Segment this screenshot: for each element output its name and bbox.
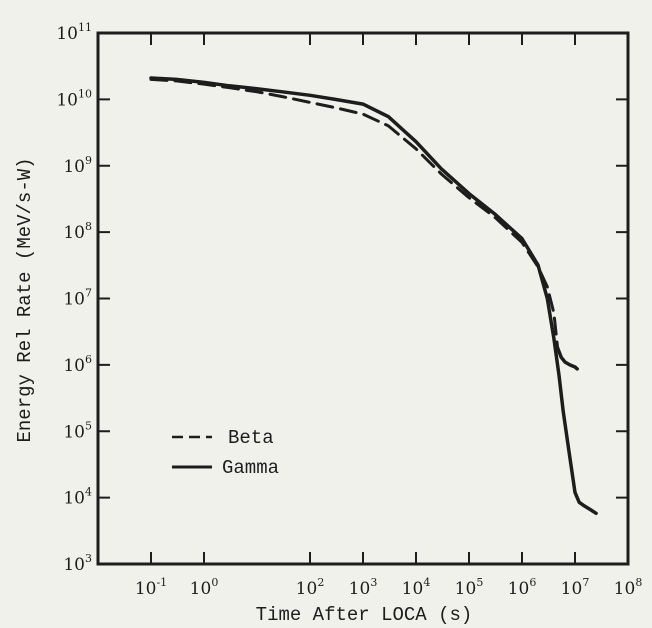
y-axis-title: Energy Rel Rate (MeV/s-W) [14,157,36,442]
x-tick-label-7: 107 [561,576,590,599]
series-line-beta [149,77,560,350]
x-tick-label-2: 102 [296,576,325,599]
y-tick-label-6: 109 [63,154,92,177]
y-tick-label-0: 103 [63,552,92,575]
series-group [149,76,598,516]
y-tick-label-5: 108 [63,220,92,243]
y-tick-label-1: 104 [63,486,92,509]
x-tick-label-6: 106 [508,576,537,599]
x-tick-label-4: 104 [402,576,431,599]
series-line-segment-2 [555,346,579,371]
x-tick-label-0: 10-1 [135,576,167,599]
x-axis-ticks: 10-1 100 102 103 104 105 106 107 108 [135,33,643,599]
y-tick-label-7: 1010 [56,87,92,110]
series-line-gamma [149,76,598,516]
legend-label-beta: Beta [228,427,274,449]
y-tick-label-8: 1011 [56,21,92,44]
y-tick-label-3: 106 [63,353,92,376]
legend: Beta Gamma [172,427,279,479]
y-tick-label-4: 107 [63,287,92,310]
x-tick-label-3: 103 [349,576,378,599]
x-tick-label-1: 100 [190,576,219,599]
y-tick-label-2: 105 [63,419,92,442]
y-axis-ticks: 103 104 105 106 107 108 109 1010 1011 [56,21,628,575]
legend-label-gamma: Gamma [222,457,279,479]
x-axis-title: Time After LOCA (s) [256,604,473,626]
x-tick-label-5: 105 [455,576,484,599]
x-tick-label-8: 108 [614,576,643,599]
